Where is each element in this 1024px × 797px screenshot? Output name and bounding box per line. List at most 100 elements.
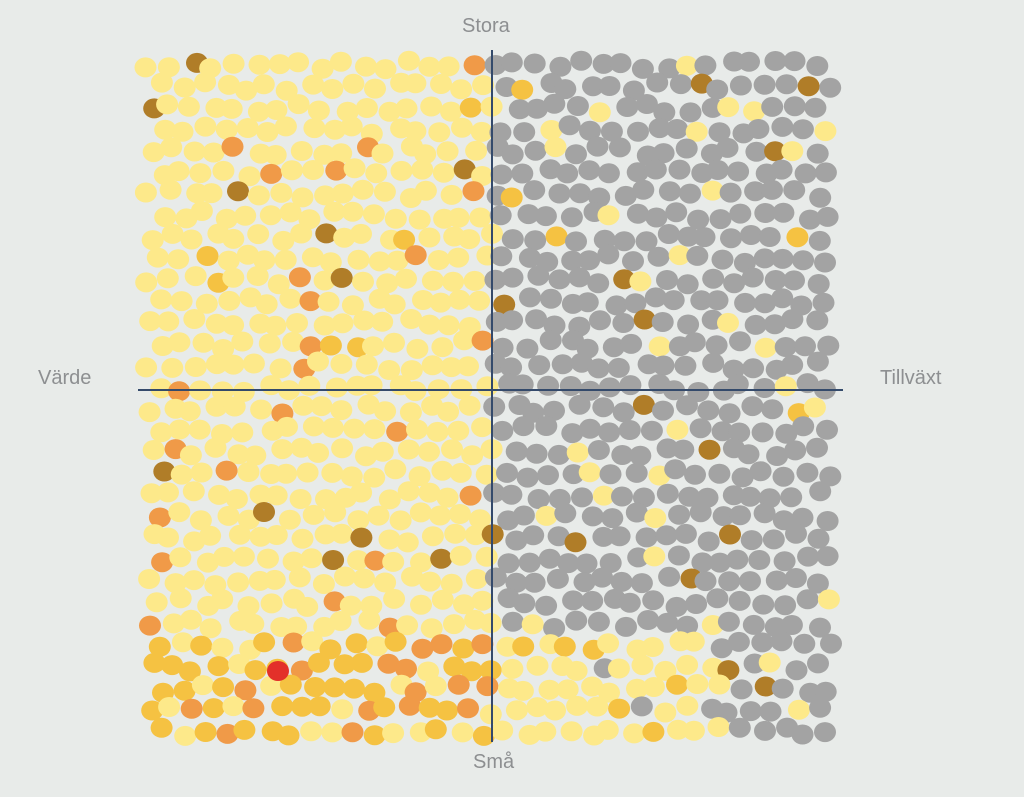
dot bbox=[421, 355, 444, 376]
dot bbox=[202, 698, 225, 719]
dot bbox=[460, 661, 483, 682]
dot bbox=[543, 93, 566, 114]
dot bbox=[679, 183, 701, 204]
dot bbox=[675, 55, 698, 76]
dot bbox=[545, 226, 568, 247]
dot bbox=[371, 441, 394, 462]
dot bbox=[643, 546, 666, 567]
dot bbox=[762, 529, 785, 550]
dot bbox=[393, 229, 416, 250]
dot bbox=[321, 462, 344, 483]
dot bbox=[797, 546, 820, 567]
dot bbox=[430, 74, 452, 94]
dot bbox=[313, 315, 336, 336]
dot bbox=[614, 185, 637, 206]
dot bbox=[463, 55, 486, 76]
dot bbox=[150, 72, 173, 93]
dot bbox=[408, 466, 431, 487]
dot bbox=[134, 182, 157, 203]
dot bbox=[180, 698, 203, 719]
dot bbox=[773, 551, 796, 572]
dot bbox=[814, 162, 837, 183]
dot bbox=[353, 310, 376, 331]
dot bbox=[540, 288, 562, 309]
dot bbox=[518, 552, 541, 573]
dot bbox=[420, 96, 443, 117]
dot bbox=[340, 116, 363, 137]
dot bbox=[682, 631, 705, 652]
dot bbox=[222, 53, 245, 74]
dot bbox=[615, 616, 637, 637]
dot bbox=[749, 461, 772, 482]
dot bbox=[265, 525, 288, 545]
dot bbox=[729, 331, 751, 352]
dot bbox=[807, 653, 829, 674]
dot bbox=[521, 614, 544, 635]
dot bbox=[414, 180, 437, 201]
dot bbox=[400, 309, 423, 329]
dot bbox=[817, 589, 840, 610]
dot bbox=[635, 527, 658, 548]
dot bbox=[570, 50, 593, 71]
dot bbox=[561, 423, 584, 444]
dot bbox=[652, 143, 675, 164]
dot bbox=[364, 550, 387, 571]
dot bbox=[729, 203, 752, 224]
dot bbox=[469, 207, 492, 228]
dot bbox=[271, 696, 294, 717]
dot bbox=[538, 548, 561, 569]
dot bbox=[256, 122, 279, 142]
dot bbox=[508, 99, 531, 120]
dot bbox=[447, 420, 470, 441]
dot bbox=[708, 674, 731, 695]
dot bbox=[516, 467, 539, 488]
dot bbox=[479, 704, 502, 725]
dot bbox=[457, 356, 479, 377]
dot bbox=[418, 482, 441, 503]
dot bbox=[496, 462, 518, 483]
dot bbox=[741, 396, 764, 417]
dot bbox=[253, 250, 276, 271]
dot bbox=[754, 337, 777, 358]
dot bbox=[188, 419, 211, 440]
dot bbox=[608, 526, 631, 547]
dot bbox=[630, 696, 653, 717]
dot bbox=[814, 252, 836, 273]
dot bbox=[587, 440, 610, 460]
dot bbox=[323, 677, 346, 698]
dot bbox=[157, 527, 179, 548]
dot bbox=[362, 204, 385, 225]
dot bbox=[764, 141, 787, 162]
dot bbox=[447, 247, 470, 268]
dot bbox=[723, 273, 746, 294]
dot bbox=[272, 230, 295, 251]
dot bbox=[396, 615, 419, 636]
dot bbox=[347, 510, 370, 531]
dot bbox=[709, 209, 732, 230]
dot bbox=[231, 422, 254, 443]
dot bbox=[512, 636, 535, 657]
dot bbox=[472, 725, 495, 746]
dot bbox=[237, 462, 260, 482]
dot bbox=[453, 330, 476, 351]
dot bbox=[631, 58, 654, 79]
dot bbox=[146, 247, 169, 268]
dot bbox=[686, 245, 709, 266]
highlight-dot bbox=[267, 661, 289, 681]
dot bbox=[806, 143, 829, 164]
dot bbox=[475, 464, 498, 485]
dot bbox=[343, 678, 365, 699]
dot bbox=[484, 55, 507, 75]
dot bbox=[212, 339, 235, 359]
dot bbox=[471, 590, 494, 611]
dot bbox=[819, 77, 842, 98]
dot bbox=[459, 485, 482, 506]
dot bbox=[676, 395, 698, 416]
dot bbox=[579, 418, 601, 439]
dot bbox=[264, 315, 287, 336]
dot bbox=[331, 183, 354, 204]
dot bbox=[600, 121, 623, 142]
dot bbox=[347, 550, 370, 571]
dot bbox=[330, 267, 353, 288]
dot bbox=[554, 79, 577, 100]
